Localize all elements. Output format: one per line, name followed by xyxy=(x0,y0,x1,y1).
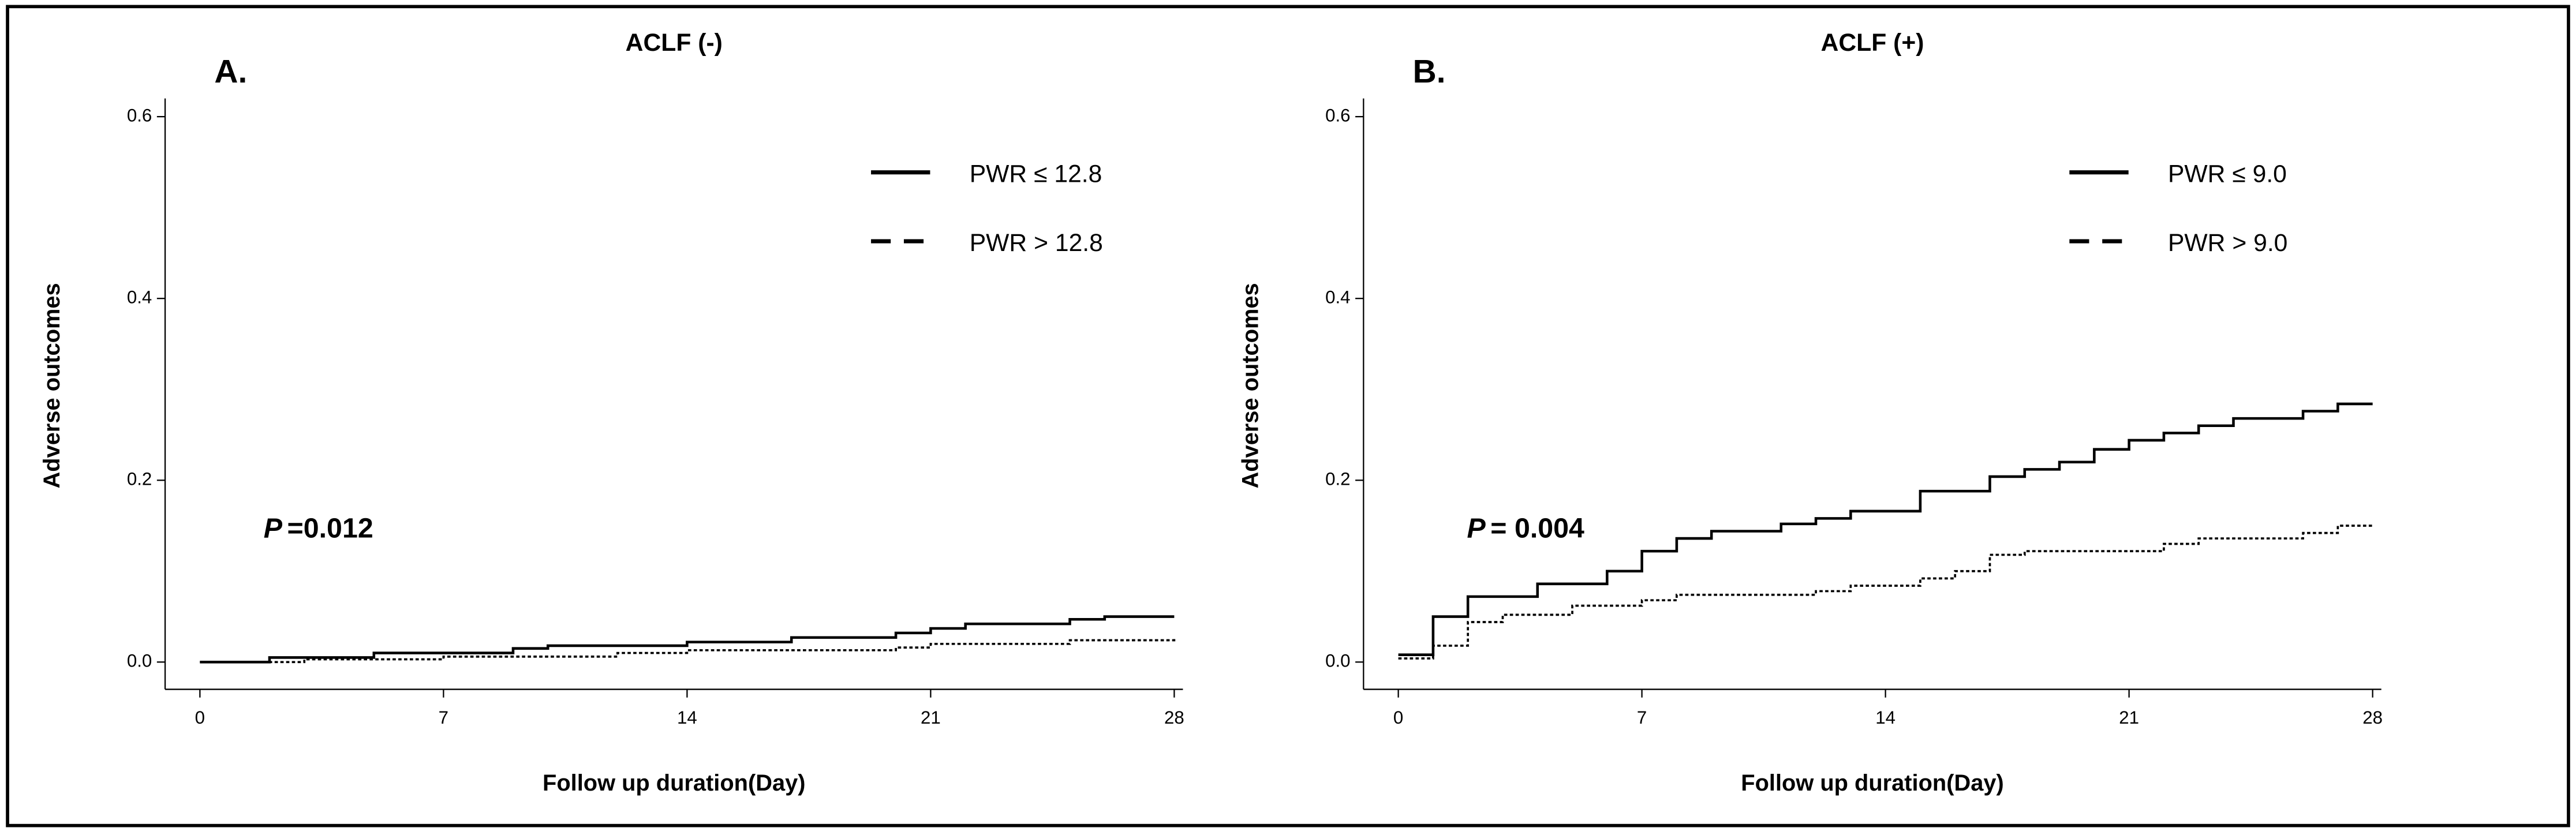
x-tick-label: 7 xyxy=(439,707,448,728)
series-line xyxy=(1398,402,2373,656)
y-tick-label: 0.4 xyxy=(1325,287,1350,307)
series-line xyxy=(200,615,1175,664)
y-tick-label: 0.4 xyxy=(127,287,152,307)
x-tick-label: 14 xyxy=(677,707,697,728)
x-tick-label: 0 xyxy=(195,707,205,728)
chart-title: ACLF (+) xyxy=(1821,29,1924,57)
y-tick-label: 0.2 xyxy=(127,469,152,489)
y-tick-label: 0.2 xyxy=(1325,469,1350,489)
x-axis-label: Follow up duration(Day) xyxy=(543,770,805,796)
x-tick-label: 28 xyxy=(1164,707,1184,728)
legend-label: PWR > 9.0 xyxy=(2168,229,2287,257)
x-tick-label: 0 xyxy=(1393,707,1403,728)
panel-label: A. xyxy=(214,54,247,90)
p-label: P xyxy=(264,512,283,544)
y-tick-label: 0.6 xyxy=(1325,105,1350,125)
p-value: =0.012 xyxy=(287,512,373,544)
x-tick-label: 7 xyxy=(1637,707,1647,728)
y-tick-label: 0.6 xyxy=(127,105,152,125)
y-axis-label: Adverse outcomes xyxy=(1237,283,1263,488)
p-label: P xyxy=(1467,512,1486,544)
chart-title: ACLF (-) xyxy=(626,29,723,57)
y-tick-label: 0.0 xyxy=(127,651,152,671)
panel-label: B. xyxy=(1413,54,1446,90)
legend-label: PWR ≤ 12.8 xyxy=(970,160,1102,188)
x-axis-label: Follow up duration(Day) xyxy=(1741,770,2003,796)
x-tick-label: 28 xyxy=(2362,707,2383,728)
legend-label: PWR ≤ 9.0 xyxy=(2168,160,2287,188)
series-line xyxy=(1398,525,2373,660)
p-value-annotation: P = 0.004 xyxy=(1467,512,1585,544)
y-axis-label: Adverse outcomes xyxy=(39,283,65,488)
p-value-annotation: P =0.012 xyxy=(264,512,373,544)
x-tick-label: 21 xyxy=(921,707,941,728)
x-tick-label: 14 xyxy=(1875,707,1895,728)
frame xyxy=(6,5,2570,827)
y-tick-label: 0.0 xyxy=(1325,651,1350,671)
legend-label: PWR > 12.8 xyxy=(970,229,1103,257)
x-tick-label: 21 xyxy=(2119,707,2139,728)
p-value: = 0.004 xyxy=(1490,512,1584,544)
